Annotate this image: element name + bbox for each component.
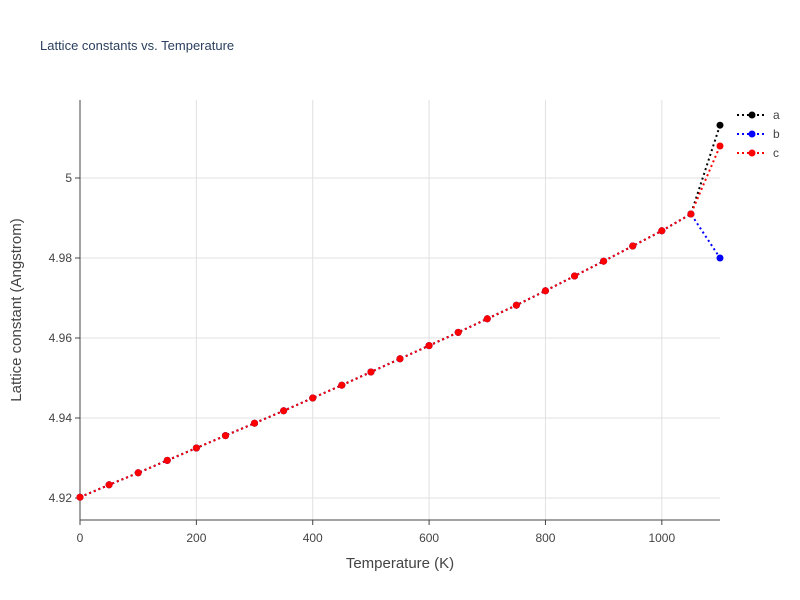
legend-label: c — [773, 146, 779, 160]
x-tick-label: 1000 — [648, 531, 675, 545]
data-point-c[interactable] — [600, 257, 608, 265]
legend-swatch-marker — [748, 130, 756, 138]
data-point-c[interactable] — [396, 355, 404, 363]
data-point-c[interactable] — [629, 242, 637, 250]
series-points-c — [76, 142, 724, 501]
grid — [80, 100, 720, 520]
y-tick-label: 4.92 — [49, 491, 73, 505]
x-tick-label: 600 — [419, 531, 439, 545]
x-tick-label: 400 — [303, 531, 323, 545]
x-axis-title: Temperature (K) — [346, 555, 454, 572]
y-tick-label: 5 — [65, 171, 72, 185]
data-point-c[interactable] — [192, 444, 200, 452]
y-axis-title: Lattice constant (Angstrom) — [8, 218, 25, 401]
data-point-c[interactable] — [76, 493, 84, 501]
data-point-c[interactable] — [687, 210, 695, 218]
legend-swatch-marker — [748, 111, 756, 119]
data-point-a[interactable] — [716, 121, 724, 129]
legend-swatch-marker — [748, 149, 756, 157]
x-tick-label: 0 — [77, 531, 84, 545]
data-point-c[interactable] — [221, 432, 229, 440]
legend[interactable]: abc — [737, 108, 780, 160]
x-tick-labels: 0 200 400 600 800 1000 — [77, 531, 676, 545]
legend-item-a[interactable]: a — [737, 108, 780, 122]
data-point-c[interactable] — [571, 272, 579, 280]
data-point-c[interactable] — [716, 142, 724, 150]
data-point-c[interactable] — [134, 469, 142, 477]
legend-label: b — [773, 127, 780, 141]
data-point-c[interactable] — [483, 315, 491, 323]
data-point-c[interactable] — [309, 394, 317, 402]
data-point-c[interactable] — [425, 342, 433, 350]
data-point-c[interactable] — [105, 481, 113, 489]
legend-label: a — [773, 108, 780, 122]
x-tick-label: 800 — [535, 531, 555, 545]
y-tick-label: 4.96 — [49, 331, 73, 345]
data-point-c[interactable] — [541, 287, 549, 295]
series-points-a — [76, 121, 724, 501]
data-point-c[interactable] — [454, 328, 462, 336]
y-tick-label: 4.94 — [49, 411, 73, 425]
y-tick-labels: 4.92 4.94 4.96 4.98 5 — [49, 171, 73, 505]
data-point-c[interactable] — [163, 456, 171, 464]
points-layer — [76, 121, 724, 501]
data-point-c[interactable] — [367, 368, 375, 376]
legend-item-c[interactable]: c — [737, 146, 779, 160]
data-point-c[interactable] — [512, 301, 520, 309]
legend-item-b[interactable]: b — [737, 127, 780, 141]
series-line-a — [80, 124, 720, 499]
data-point-c[interactable] — [658, 227, 666, 235]
y-tick-label: 4.98 — [49, 251, 73, 265]
data-point-c[interactable] — [251, 419, 259, 427]
series-line-c — [80, 145, 720, 499]
chart-title: Lattice constants vs. Temperature — [40, 38, 234, 53]
data-point-c[interactable] — [280, 407, 288, 415]
data-point-c[interactable] — [338, 381, 346, 389]
series-layer — [80, 124, 720, 499]
axes — [75, 100, 720, 525]
data-point-b[interactable] — [716, 254, 724, 262]
x-tick-label: 200 — [186, 531, 206, 545]
